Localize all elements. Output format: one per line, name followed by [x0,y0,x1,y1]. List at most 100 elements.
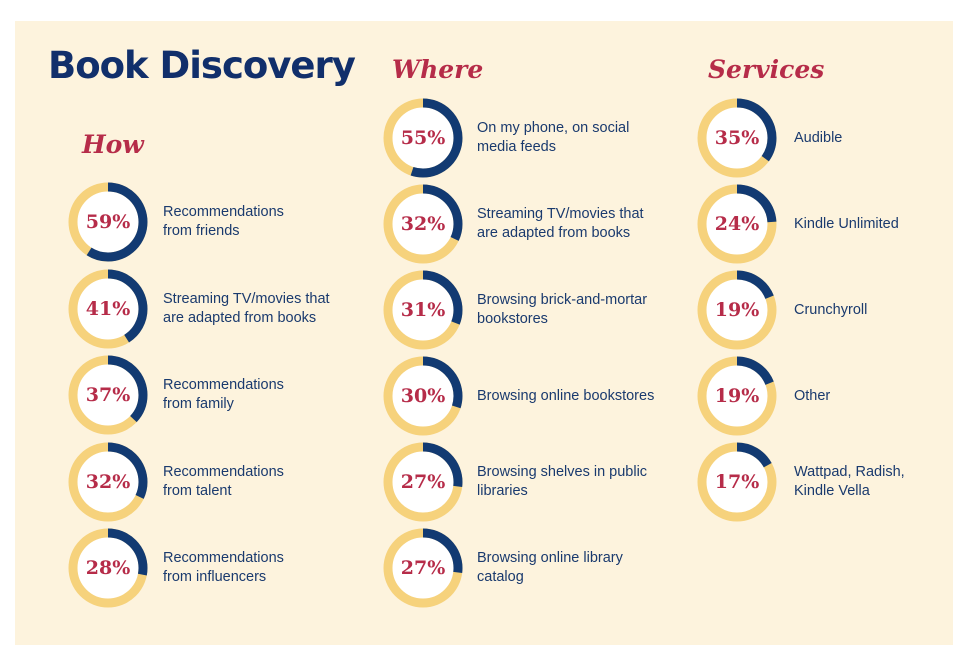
category-text: Other [794,387,831,404]
infographic-panel [15,21,953,645]
category-text: Streaming TV/movies that are adapted fro… [477,206,644,241]
how-item: 32% Recommendations from talent [68,442,353,522]
donut-ring [383,356,463,436]
category-text: Kindle Unlimited [794,215,899,232]
donut-ring [68,269,148,348]
percent-label: 30% [400,385,446,407]
donut-segment [697,98,777,178]
percent-label: 32% [400,213,446,235]
category-text: Browsing brick-and-mortar bookstores [477,292,648,327]
percent-label: 55% [400,127,446,149]
donut-segment [68,442,148,521]
donut-ring [383,184,463,264]
category-label: Recommendations from family [163,355,353,435]
donut-segment [697,356,777,436]
how-item: 28% Recommendations from influencers [68,528,353,608]
donut-ring [697,270,777,350]
donut-ring [697,442,777,522]
how-item: 59% Recommendations from friends [68,182,353,262]
where-item: 27% Browsing online library catalog [383,528,677,608]
category-label: Browsing online library catalog [477,528,677,608]
how-item: 37% Recommendations from family [68,355,353,435]
category-text: Browsing online bookstores [477,387,655,404]
donut-segment [68,269,148,348]
donut-ring [68,528,148,608]
category-label: Streaming TV/movies that are adapted fro… [163,269,353,349]
percent-label: 27% [400,557,446,579]
donut-ring [68,182,148,262]
donut-segment [68,355,148,435]
percent-label: 28% [85,557,131,579]
category-label: Recommendations from influencers [163,528,353,608]
where-item: 27% Browsing shelves in public libraries [383,442,677,522]
percent-label: 41% [85,297,131,320]
donut-segment [68,528,148,608]
category-text: Recommendations from talent [163,463,284,499]
category-label: Browsing brick-and-mortar bookstores [477,270,677,350]
category-label: On my phone, on social media feeds [477,98,677,178]
category-text: Browsing online library catalog [477,550,623,585]
category-label: Kindle Unlimited [794,184,944,264]
donut-ring [697,356,777,436]
where-item: 31% Browsing brick-and-mortar bookstores [383,270,677,350]
category-text: Recommendations from family [163,377,284,412]
donut-ring [68,442,148,521]
category-text: Recommendations from influencers [163,550,284,585]
donut-ring [697,98,777,178]
donut-ring [383,528,463,608]
category-label: Recommendations from talent [163,442,353,522]
where-item: 32% Streaming TV/movies that are adapted … [383,184,677,264]
donut-ring [383,270,463,350]
category-text: Browsing shelves in public libraries [477,464,648,499]
category-text: Crunchyroll [794,301,868,318]
section-title-how: How [82,130,144,159]
donut-ring [697,184,777,264]
services-item: 17% Wattpad, Radish, Kindle Vella [697,442,944,522]
where-item: 55% On my phone, on social media feeds [383,98,677,178]
category-text: Streaming TV/movies that are adapted fro… [163,290,330,326]
percent-label: 32% [85,470,131,493]
category-label: Browsing shelves in public libraries [477,442,677,522]
services-item: 19% Crunchyroll [697,270,944,350]
donut-segment [68,182,148,262]
percent-label: 19% [714,385,760,407]
where-item: 30% Browsing online bookstores [383,356,677,436]
category-label: Crunchyroll [794,270,944,350]
donut-segment [697,184,777,264]
category-text: Audible [794,129,843,146]
percent-label: 27% [400,471,446,493]
donut-ring [383,442,463,522]
donut-ring [68,355,148,435]
category-text: Recommendations from friends [163,204,284,239]
services-item: 24% Kindle Unlimited [697,184,944,264]
category-label: Streaming TV/movies that are adapted fro… [477,184,677,264]
donut-segment [383,270,463,350]
donut-segment [697,442,777,522]
category-label: Other [794,356,944,436]
donut-segment [383,184,463,264]
percent-label: 35% [714,127,760,149]
category-label: Browsing online bookstores [477,356,677,436]
donut-segment [383,356,463,436]
donut-segment [383,98,463,178]
percent-label: 19% [714,299,760,321]
category-text: On my phone, on social media feeds [477,120,630,155]
category-text: Wattpad, Radish, Kindle Vella [794,464,905,499]
section-title-services: Services [708,55,825,84]
donut-ring [383,98,463,178]
donut-segment [383,442,463,522]
section-title-where: Where [392,55,484,84]
category-label: Audible [794,98,944,178]
main-title: Book Discovery [48,44,356,87]
percent-label: 37% [85,384,131,406]
services-item: 19% Other [697,356,944,436]
percent-label: 24% [714,213,760,235]
donut-segment [383,528,463,608]
services-item: 35% Audible [697,98,944,178]
category-label: Recommendations from friends [163,182,353,262]
percent-label: 59% [85,211,131,233]
percent-label: 17% [714,471,760,493]
percent-label: 31% [400,299,446,321]
donut-segment [697,270,777,350]
how-item: 41% Streaming TV/movies that are adapted … [68,269,353,349]
